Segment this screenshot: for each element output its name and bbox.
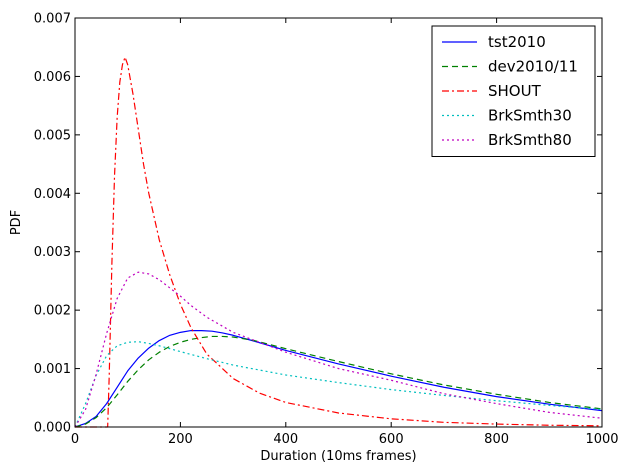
- legend-label: SHOUT: [488, 82, 542, 100]
- series-line-2: [74, 335, 603, 428]
- y-axis-label: PDF: [9, 210, 24, 235]
- plot-frame: [74, 17, 603, 428]
- legend: tst2010 dev2010/11 SHOUT BrkSmth30 BrkSmth80: [431, 25, 596, 157]
- x-axis-label: Duration (10ms frames): [260, 449, 416, 463]
- x-tick-label: 200: [168, 432, 193, 447]
- y-tick-label: 0.002: [34, 304, 71, 319]
- x-tick-label: 400: [273, 432, 298, 447]
- series-line-4: [74, 341, 603, 428]
- series-line-3: [75, 56, 603, 428]
- x-tick-label: 0: [71, 432, 79, 447]
- tick-layer: 0 200 400 600 800 1000 0.000 0.001 0.002 0.003 0.0…: [34, 12, 619, 448]
- legend-label: BrkSmth30: [488, 107, 572, 125]
- y-tick-label: 0.005: [34, 128, 71, 143]
- series-line-1: [74, 329, 603, 428]
- legend-label: dev2010/11: [488, 58, 578, 76]
- x-tick-label: 600: [379, 432, 404, 447]
- y-tick-label: 0.003: [34, 245, 71, 260]
- y-tick-label: 0.000: [34, 421, 71, 436]
- x-tick-label: 800: [484, 432, 509, 447]
- y-tick-label: 0.004: [34, 187, 71, 202]
- y-tick-label: 0.007: [34, 12, 71, 27]
- y-tick-label: 0.001: [34, 362, 71, 377]
- series-layer: [74, 56, 603, 428]
- x-tick-label: 1000: [585, 432, 618, 447]
- y-tick-label: 0.006: [34, 70, 71, 85]
- legend-label: tst2010: [488, 33, 546, 51]
- legend-label: BrkSmth80: [488, 131, 572, 149]
